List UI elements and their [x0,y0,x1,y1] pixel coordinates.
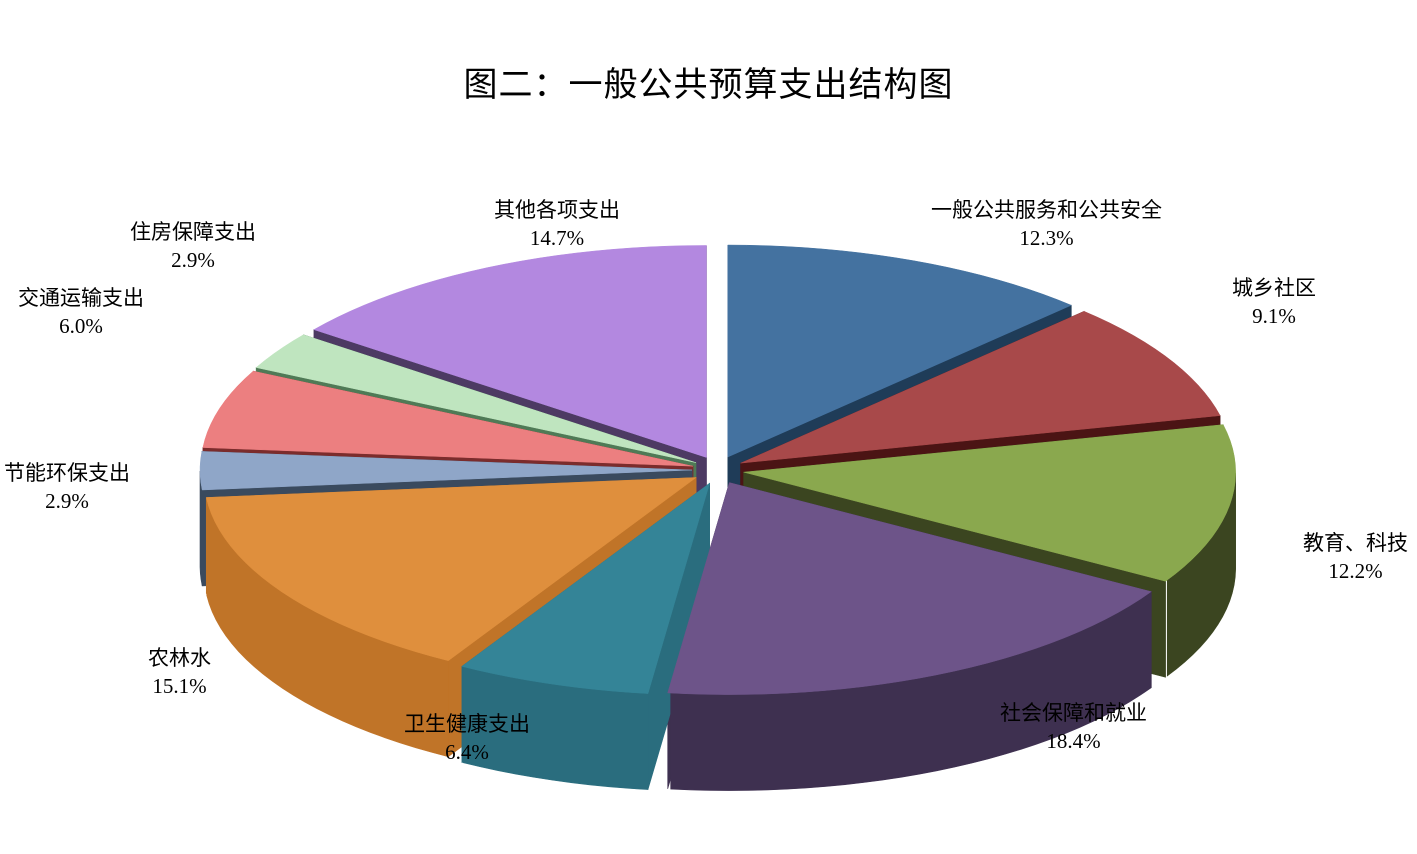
pie-slice-label-value: 14.7% [529,226,585,250]
pie-slice-label: 交通运输支出 6.0% [18,284,144,340]
pie-slice-label-value: 2.9% [45,489,89,513]
pie-slice[interactable] [205,477,697,661]
pie-slice[interactable] [202,370,694,467]
pie-slice-tops [199,244,1236,695]
pie-slice-label-name: 交通运输支出 [18,286,144,310]
pie-slice-label-value: 2.9% [171,248,215,272]
pie-slice-label-value: 12.2% [1328,559,1383,583]
pie-slice-label-value: 9.1% [1252,304,1296,328]
page-title: 图二：一般公共预算支出结构图 [463,67,954,104]
pie-slice-label: 一般公共服务和公共安全 12.3% [931,196,1162,252]
pie-slice[interactable] [313,245,707,458]
pie-slice-label: 城乡社区 9.1% [1232,274,1316,330]
pie-slice-label: 社会保障和就业 18.4% [1000,699,1147,755]
pie-slice-label: 住房保障支出 2.9% [130,218,256,274]
pie-slice-label-value: 6.4% [445,740,489,764]
pie-slice[interactable] [740,311,1221,464]
pie-slice[interactable] [461,482,711,694]
pie-slice-label-name: 教育、科技 [1303,531,1408,555]
pie-slice-label-value: 15.1% [152,674,207,698]
pie-slice-label-value: 6.0% [59,314,103,338]
pie-slice[interactable] [727,244,1072,458]
pie-slice-label: 其他各项支出 14.7% [494,196,620,252]
pie-slice-label-name: 节能环保支出 [4,461,130,485]
pie-slice[interactable] [667,482,1152,695]
pie-slice-label-name: 社会保障和就业 [1000,701,1147,725]
pie-slice-label-name: 住房保障支出 [130,220,256,244]
pie-slice-label: 节能环保支出 2.9% [4,459,130,515]
pie-slice-label-name: 一般公共服务和公共安全 [931,198,1162,222]
pie-slice-label-value: 12.3% [1019,226,1074,250]
pie-slice[interactable] [255,334,696,463]
pie-slice-label-value: 18.4% [1046,729,1101,753]
pie-slice[interactable] [743,424,1236,582]
pie-slice-label-name: 其他各项支出 [494,198,620,222]
pie-slice-label-name: 卫生健康支出 [404,712,530,736]
pie-slice[interactable] [199,451,693,491]
pie-slice-label-name: 城乡社区 [1232,276,1316,300]
pie-slice-label: 卫生健康支出 6.4% [404,710,530,766]
pie-slice-label-name: 农林水 [148,646,211,670]
pie-slice-label: 教育、科技 12.2% [1303,529,1408,585]
pie-slice-label: 农林水 15.1% [148,644,211,700]
